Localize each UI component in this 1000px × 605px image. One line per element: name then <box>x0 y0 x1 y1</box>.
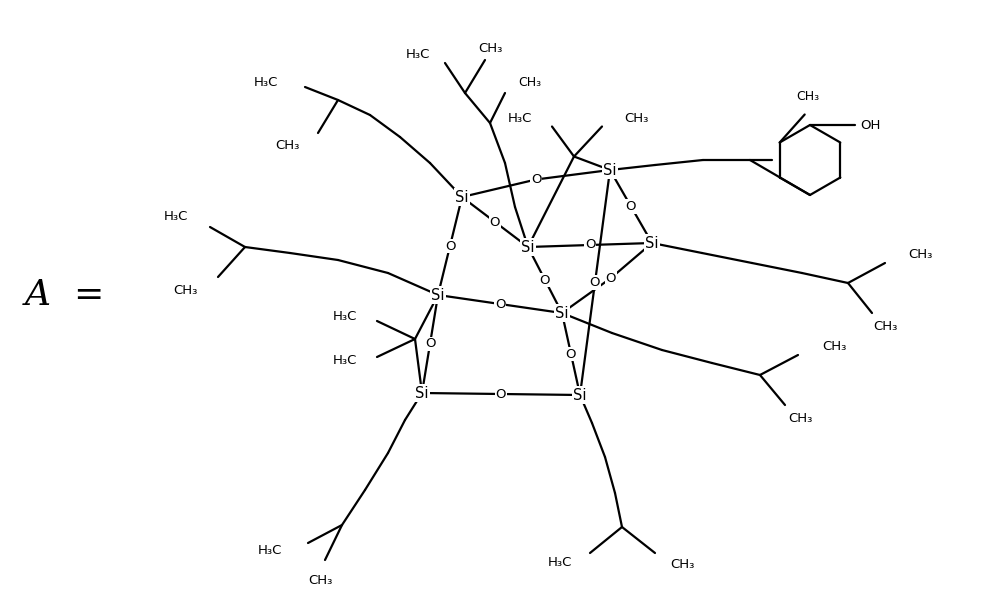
Text: H₃C: H₃C <box>548 557 572 569</box>
Text: Si: Si <box>521 240 535 255</box>
Text: O: O <box>585 238 595 252</box>
Text: CH₃: CH₃ <box>478 42 502 56</box>
Text: H₃C: H₃C <box>258 543 282 557</box>
Text: O: O <box>626 200 636 213</box>
Text: O: O <box>606 272 616 284</box>
Text: CH₃: CH₃ <box>822 341 846 353</box>
Text: Si: Si <box>521 240 535 255</box>
Text: CH₃: CH₃ <box>276 139 300 151</box>
Text: Si: Si <box>431 287 445 302</box>
Text: O: O <box>495 298 505 310</box>
Text: Si: Si <box>645 235 659 250</box>
Text: =: = <box>73 278 103 312</box>
Text: H₃C: H₃C <box>164 211 188 223</box>
Text: O: O <box>540 273 550 287</box>
Text: CH₃: CH₃ <box>873 321 897 333</box>
Text: A: A <box>25 278 51 312</box>
Text: CH₃: CH₃ <box>174 284 198 296</box>
Text: CH₃: CH₃ <box>624 112 648 125</box>
Text: O: O <box>425 338 435 350</box>
Text: Si: Si <box>603 163 617 177</box>
Text: O: O <box>445 240 455 252</box>
Text: Si: Si <box>455 189 469 204</box>
Text: Si: Si <box>415 385 429 401</box>
Text: CH₃: CH₃ <box>308 574 332 586</box>
Text: H₃C: H₃C <box>333 355 357 367</box>
Text: CH₃: CH₃ <box>796 90 819 102</box>
Text: CH₃: CH₃ <box>908 249 932 261</box>
Text: O: O <box>566 347 576 361</box>
Text: Si: Si <box>645 235 659 250</box>
Text: CH₃: CH₃ <box>670 558 694 572</box>
Text: O: O <box>590 276 600 289</box>
Text: Si: Si <box>455 189 469 204</box>
Text: CH₃: CH₃ <box>788 413 812 425</box>
Text: Si: Si <box>415 385 429 401</box>
Text: O: O <box>531 173 541 186</box>
Text: Si: Si <box>573 387 587 402</box>
Text: CH₃: CH₃ <box>518 76 541 90</box>
Text: Si: Si <box>555 306 569 321</box>
Text: H₃C: H₃C <box>254 76 278 90</box>
Text: Si: Si <box>555 306 569 321</box>
Text: H₃C: H₃C <box>508 112 532 125</box>
Text: OH: OH <box>860 119 880 131</box>
Text: O: O <box>490 215 500 229</box>
Text: H₃C: H₃C <box>406 48 430 62</box>
Text: O: O <box>496 387 506 401</box>
Text: Si: Si <box>573 387 587 402</box>
Text: Si: Si <box>603 163 617 177</box>
Text: H₃C: H₃C <box>333 310 357 324</box>
Text: Si: Si <box>431 287 445 302</box>
